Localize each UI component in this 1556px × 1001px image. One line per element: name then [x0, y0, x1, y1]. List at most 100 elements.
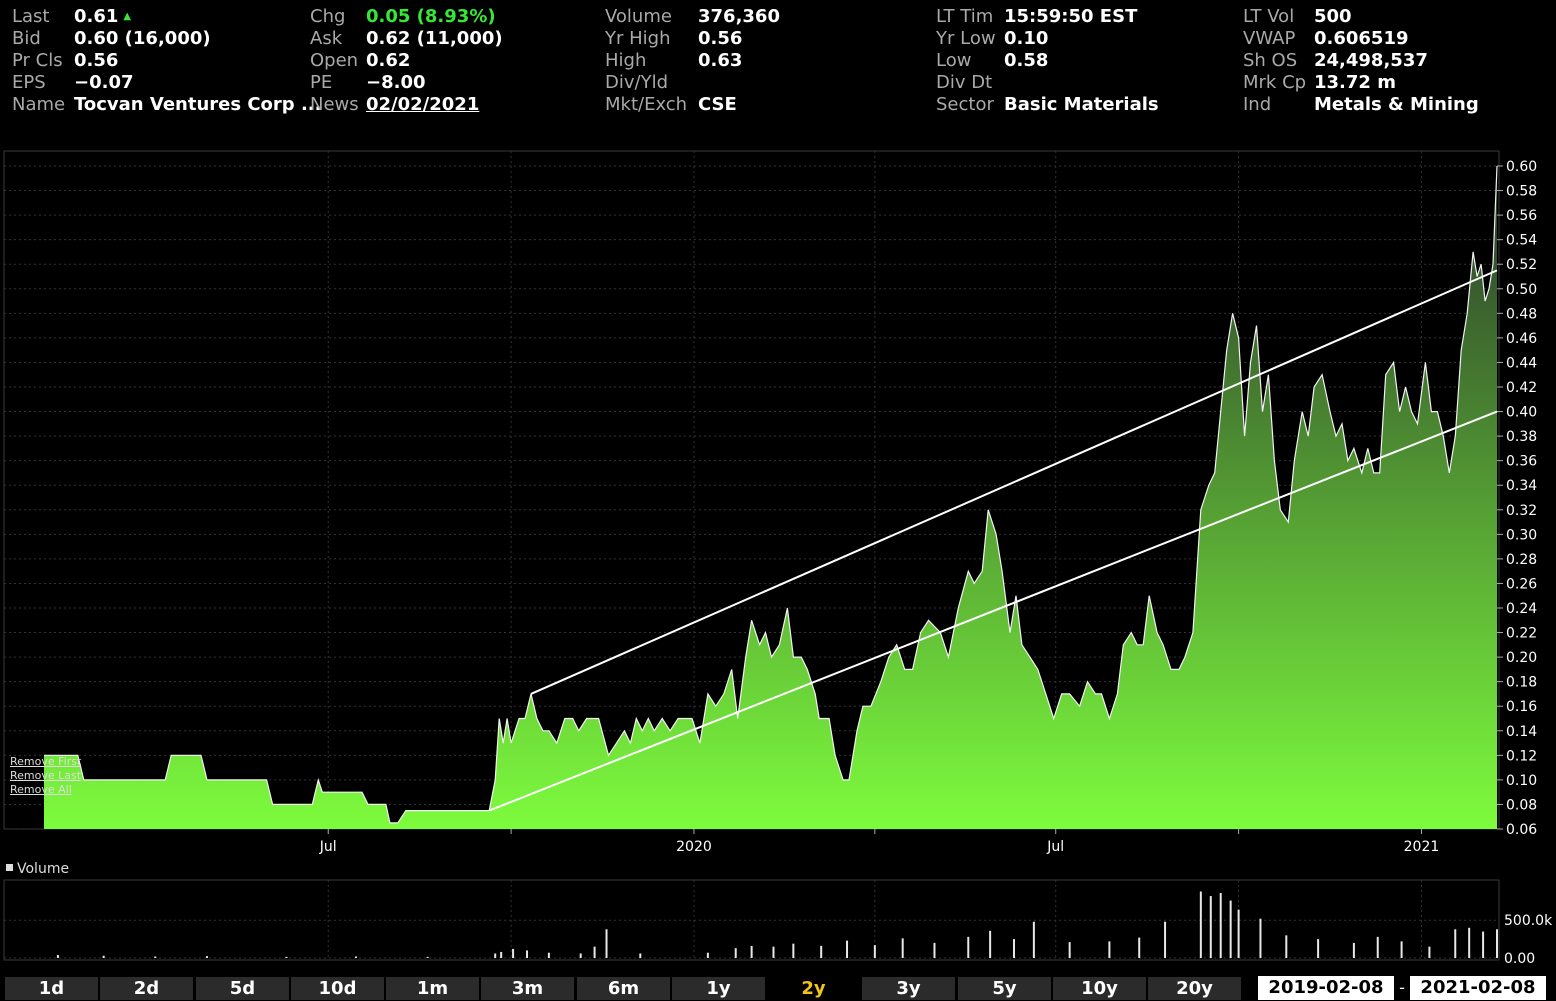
remove-links: Remove First Remove Last Remove All	[10, 755, 81, 797]
volume-bar	[1032, 921, 1035, 958]
range-button-10y[interactable]: 10y	[1053, 977, 1146, 1000]
quote-label: Open	[310, 50, 359, 71]
y-tick-label: 0.22	[1506, 626, 1537, 642]
volume-bar	[1317, 939, 1320, 958]
y-tick-label: 0.18	[1506, 675, 1537, 691]
quote-value: 0.61 ▲	[74, 6, 132, 27]
quote-label: Ask	[310, 28, 343, 49]
volume-bar	[873, 945, 876, 958]
volume-bar	[750, 945, 753, 958]
y-tick-label: 0.20	[1506, 650, 1537, 666]
quote-value: −0.07	[74, 72, 134, 93]
date-from-field[interactable]: 2019-02-08	[1258, 976, 1394, 1000]
quote-value: 0.58	[1004, 50, 1049, 71]
volume-bar	[706, 952, 709, 958]
volume-bar	[102, 955, 105, 958]
volume-bar	[285, 956, 288, 958]
quote-label: Ind	[1243, 94, 1272, 115]
volume-bar	[154, 956, 157, 958]
volume-bar	[205, 956, 208, 958]
quote-value: −8.00	[366, 72, 426, 93]
range-button-1y[interactable]: 1y	[672, 977, 765, 1000]
y-tick-label: 0.60	[1506, 159, 1537, 175]
news-link[interactable]: 02/02/2021	[366, 94, 480, 115]
quote-value: 15:59:50 EST	[1004, 6, 1138, 27]
volume-bar	[1199, 891, 1202, 958]
y-tick-label: 0.08	[1506, 797, 1537, 813]
y-tick-label: 0.16	[1506, 699, 1537, 715]
y-tick-label: 0.38	[1506, 429, 1537, 445]
x-tick-label: 2021	[1404, 839, 1440, 855]
volume-legend: Volume	[6, 861, 69, 877]
quote-label: Yr High	[605, 28, 671, 49]
volume-bar	[56, 954, 59, 958]
date-to-field[interactable]: 2021-02-08	[1410, 976, 1546, 1000]
range-button-3m[interactable]: 3m	[481, 977, 574, 1000]
remove-last-link[interactable]: Remove Last	[10, 769, 82, 782]
quote-label: Div Dt	[936, 72, 993, 93]
y-tick-label: 0.58	[1506, 184, 1537, 200]
y-tick-label: 0.56	[1506, 208, 1537, 224]
y-tick-label: 0.06	[1506, 822, 1537, 838]
quote-value: Metals & Mining	[1314, 94, 1479, 115]
quote-label: Name	[12, 94, 66, 115]
quote-label: Pr Cls	[12, 50, 63, 71]
range-button-2d[interactable]: 2d	[100, 977, 193, 1000]
range-button-20y[interactable]: 20y	[1148, 977, 1241, 1000]
y-tick-label: 0.30	[1506, 527, 1537, 543]
trendline	[488, 410, 1498, 812]
volume-bar	[500, 951, 503, 958]
volume-bar	[1400, 941, 1403, 958]
quote-value: 13.72 m	[1314, 72, 1396, 93]
volume-bar	[639, 953, 642, 958]
range-button-1m[interactable]: 1m	[386, 977, 479, 1000]
volume-bar	[1482, 931, 1485, 958]
quote-panel: Last 0.61 ▲ Bid 0.60 (16,000) Pr Cls 0.56 EPS −0…	[0, 6, 1556, 126]
volume-bar	[355, 956, 358, 958]
range-button-10d[interactable]: 10d	[291, 977, 384, 1000]
range-button-6m[interactable]: 6m	[577, 977, 670, 1000]
x-tick-label: Jul	[1046, 839, 1064, 855]
volume-bar	[579, 953, 582, 958]
y-tick-label: 0.52	[1506, 257, 1537, 273]
y-tick-label: 0.42	[1506, 380, 1537, 396]
quote-value: 0.606519	[1314, 28, 1409, 49]
price-chart[interactable]: 0.06 0.08 0.10 0.12 0.14 0.16 0.18 0.20 0.22 0.24…	[0, 0, 1556, 975]
quote-value: 500	[1314, 6, 1352, 27]
remove-all-link[interactable]: Remove All	[10, 783, 72, 796]
volume-bar	[933, 942, 936, 958]
quote-value: 0.10	[1004, 28, 1049, 49]
range-bar: 2019-02-08 - 2021-02-08 1d 2d 5d 10d 1m 3m 6m 1…	[0, 975, 1556, 1000]
quote-value: 0.62	[366, 50, 411, 71]
volume-tick-label: 500.0k	[1504, 913, 1553, 929]
date-separator: -	[1399, 978, 1405, 997]
volume-bar	[1068, 942, 1071, 958]
price-area	[44, 166, 1497, 829]
volume-bar	[1352, 942, 1355, 958]
volume-bar	[1496, 929, 1498, 958]
y-tick-label: 0.40	[1506, 405, 1537, 421]
volume-bar	[494, 953, 497, 958]
range-button-1d[interactable]: 1d	[5, 977, 98, 1000]
volume-bar	[901, 938, 904, 958]
volume-bar	[426, 956, 429, 958]
range-button-3y[interactable]: 3y	[862, 977, 955, 1000]
remove-first-link[interactable]: Remove First	[10, 755, 82, 768]
volume-bar	[820, 945, 823, 958]
y-tick-label: 0.54	[1506, 233, 1537, 249]
range-button-2y[interactable]: 2y	[767, 977, 860, 1000]
y-tick-label: 0.32	[1506, 503, 1537, 519]
quote-value: Tocvan Ventures Corp ...	[74, 94, 322, 115]
quote-value: 0.63	[698, 50, 743, 71]
range-button-5d[interactable]: 5d	[196, 977, 289, 1000]
quote-label: Mkt/Exch	[605, 94, 688, 115]
volume-bar	[1138, 937, 1141, 958]
volume-bar	[1468, 927, 1471, 958]
quote-label: High	[605, 50, 647, 71]
quote-label: PE	[310, 72, 333, 93]
quote-value: CSE	[698, 94, 737, 115]
quote-value: 0.56	[698, 28, 743, 49]
range-button-5y[interactable]: 5y	[958, 977, 1051, 1000]
y-tick-label: 0.14	[1506, 724, 1537, 740]
y-tick-label: 0.46	[1506, 331, 1537, 347]
